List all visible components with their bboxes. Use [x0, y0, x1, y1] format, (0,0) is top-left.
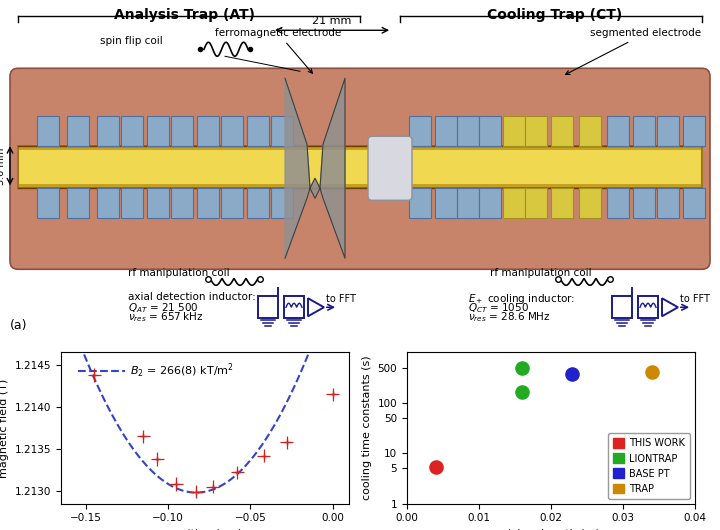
Bar — [612, 296, 632, 319]
Bar — [18, 146, 702, 188]
Text: axial detection inductor:: axial detection inductor: — [128, 292, 256, 302]
Text: Analysis Trap (AT): Analysis Trap (AT) — [114, 8, 256, 22]
Bar — [457, 188, 479, 218]
Point — [646, 368, 657, 376]
Text: $\nu_{res}$ = 28.6 MHz: $\nu_{res}$ = 28.6 MHz — [468, 310, 551, 324]
Bar — [37, 188, 59, 218]
Bar — [67, 116, 89, 146]
Point — [516, 387, 528, 396]
Text: $E_+$ cooling inductor:: $E_+$ cooling inductor: — [468, 292, 575, 306]
Bar — [247, 188, 269, 218]
Bar — [435, 116, 457, 146]
FancyBboxPatch shape — [368, 136, 412, 200]
Bar — [18, 151, 702, 184]
Bar — [147, 188, 169, 218]
Bar — [525, 116, 547, 146]
X-axis label: position (μm): position (μm) — [168, 529, 243, 530]
Bar — [258, 296, 278, 319]
Text: Cooling Trap (CT): Cooling Trap (CT) — [487, 8, 623, 22]
Bar — [525, 188, 547, 218]
Bar — [579, 188, 601, 218]
Bar — [284, 296, 304, 319]
Point — [567, 370, 578, 378]
Bar — [551, 188, 573, 218]
Bar — [503, 116, 525, 146]
Bar — [197, 116, 219, 146]
Text: 3.6 mm: 3.6 mm — [0, 147, 6, 185]
Y-axis label: magnetic field (T): magnetic field (T) — [0, 378, 9, 478]
Bar — [607, 116, 629, 146]
Text: $Q_{CT}$ = 1050: $Q_{CT}$ = 1050 — [468, 301, 529, 315]
Bar — [409, 188, 431, 218]
Text: segmented electrode: segmented electrode — [566, 28, 701, 74]
Bar — [479, 188, 501, 218]
Text: 21 mm: 21 mm — [312, 16, 351, 26]
Bar — [271, 116, 293, 146]
Bar — [121, 188, 143, 218]
Text: $B_2$ = 266(8) kT/m$^2$: $B_2$ = 266(8) kT/m$^2$ — [130, 361, 234, 379]
Bar — [633, 116, 655, 146]
Y-axis label: cooling time constants (s): cooling time constants (s) — [362, 356, 372, 500]
Bar — [147, 116, 169, 146]
Bar — [221, 116, 243, 146]
Bar — [121, 116, 143, 146]
Text: ferromagnetic electrode: ferromagnetic electrode — [215, 28, 341, 73]
Bar — [97, 116, 119, 146]
Bar — [18, 146, 702, 188]
Bar — [221, 188, 243, 218]
Text: (a): (a) — [10, 319, 27, 332]
Text: $\nu_{res}$ = 657 kHz: $\nu_{res}$ = 657 kHz — [128, 310, 204, 324]
Text: rf manipulation coil: rf manipulation coil — [128, 268, 230, 278]
Bar — [435, 188, 457, 218]
Bar — [479, 116, 501, 146]
Bar — [657, 116, 679, 146]
FancyBboxPatch shape — [10, 68, 710, 269]
Text: to FFT: to FFT — [326, 294, 356, 304]
Bar — [657, 188, 679, 218]
Bar — [683, 188, 705, 218]
Bar — [607, 188, 629, 218]
Bar — [247, 116, 269, 146]
Text: to FFT: to FFT — [680, 294, 710, 304]
Bar — [551, 116, 573, 146]
Bar — [457, 116, 479, 146]
Bar — [409, 116, 431, 146]
Text: rf manipulation coil: rf manipulation coil — [490, 268, 592, 278]
Bar — [171, 116, 193, 146]
Bar — [171, 188, 193, 218]
Text: spin flip coil: spin flip coil — [100, 36, 163, 46]
Bar — [271, 188, 293, 218]
Bar — [97, 188, 119, 218]
Bar — [503, 188, 525, 218]
Polygon shape — [285, 78, 345, 258]
Bar — [579, 116, 601, 146]
Bar — [197, 188, 219, 218]
Point — [430, 463, 441, 472]
Bar — [37, 116, 59, 146]
Bar — [633, 188, 655, 218]
Point — [516, 364, 528, 372]
X-axis label: pickup length (m): pickup length (m) — [501, 529, 600, 530]
Text: $Q_{AT}$ = 21 500: $Q_{AT}$ = 21 500 — [128, 301, 199, 315]
Bar — [638, 296, 658, 319]
Bar — [67, 188, 89, 218]
Bar — [683, 116, 705, 146]
Legend: THIS WORK, LIONTRAP, BASE PT, TRAP: THIS WORK, LIONTRAP, BASE PT, TRAP — [608, 434, 690, 499]
